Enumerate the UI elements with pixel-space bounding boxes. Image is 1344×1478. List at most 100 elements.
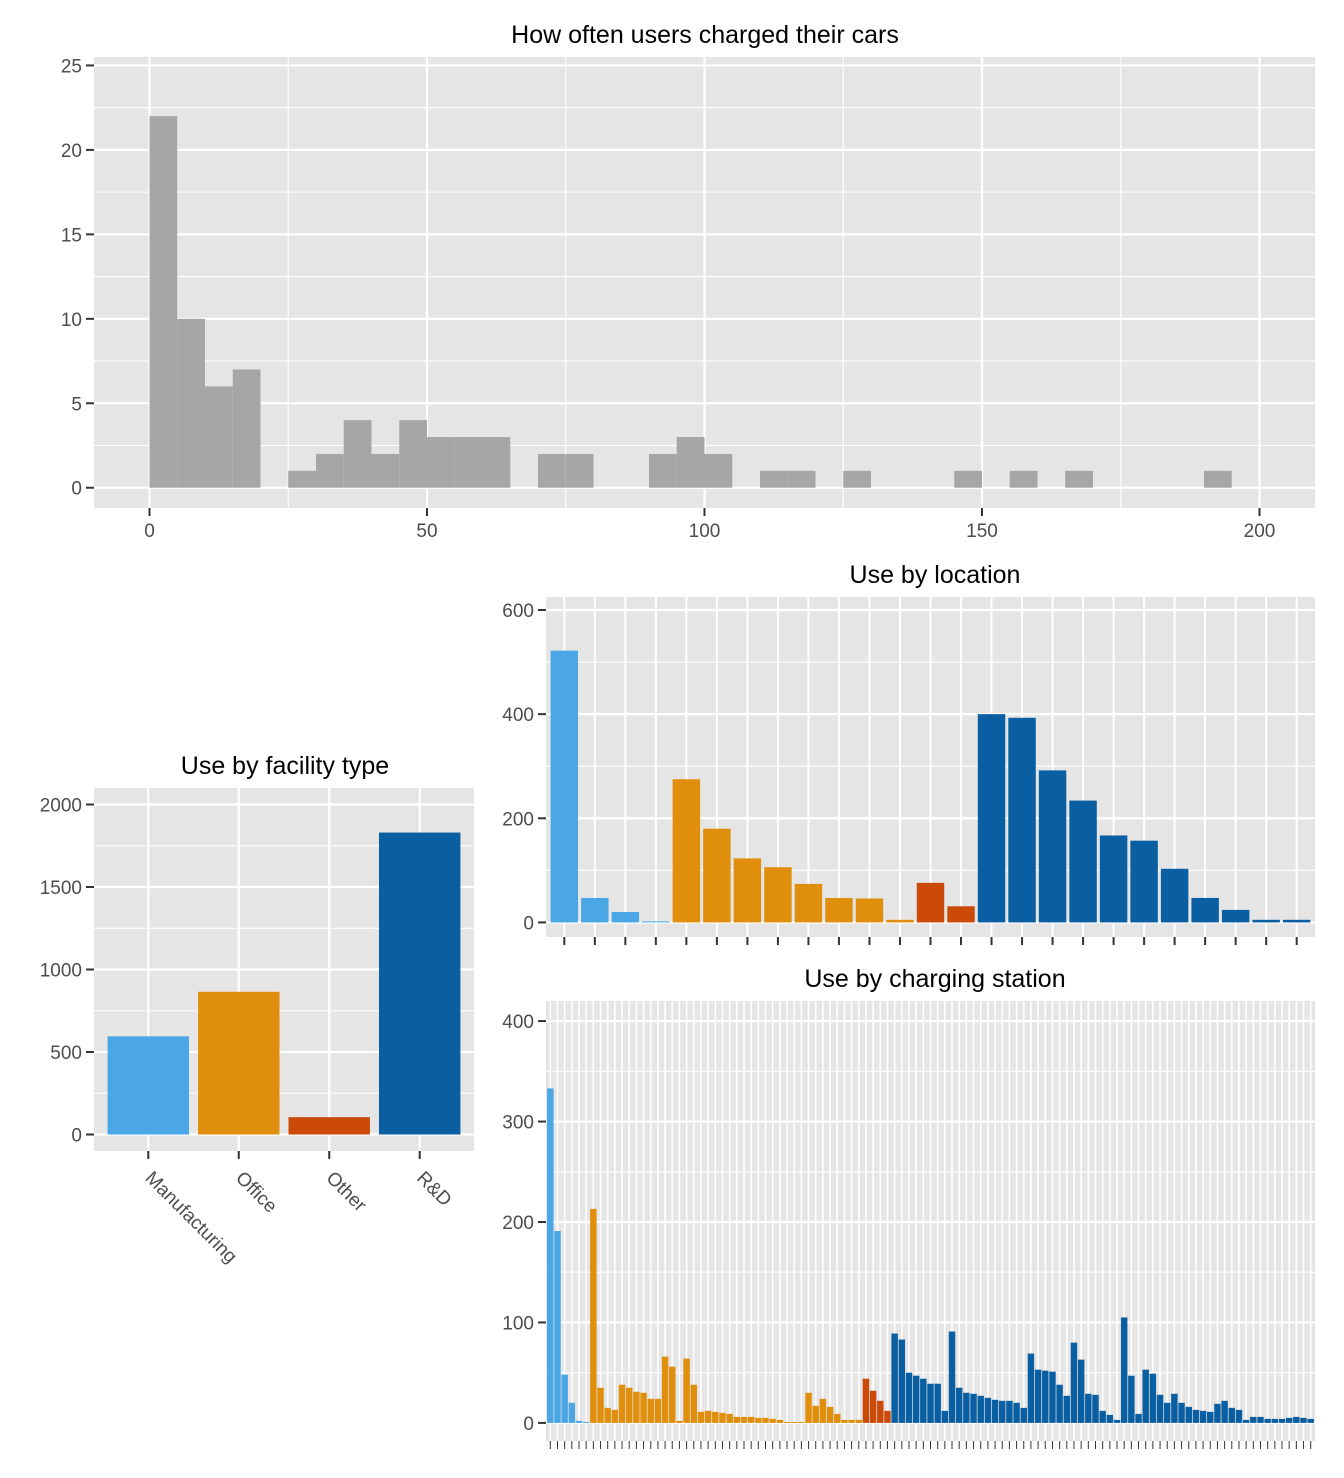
station-bar — [790, 1421, 798, 1423]
facility-bar — [198, 991, 280, 1135]
location-bar — [1252, 919, 1280, 923]
facility-bar — [379, 832, 461, 1135]
station-bar — [776, 1419, 784, 1423]
hist-bar — [316, 453, 344, 488]
facility-y-tick-label: 1000 — [40, 961, 82, 982]
station-bar — [1228, 1407, 1236, 1423]
hist-bar — [954, 470, 982, 488]
hist-y-tick-label: 0 — [71, 479, 82, 500]
station-bar — [676, 1420, 683, 1423]
station-bar — [898, 1339, 906, 1423]
location-bar — [1099, 835, 1128, 923]
hist-bar — [565, 453, 594, 488]
location-bar — [672, 779, 701, 923]
station-bar — [1278, 1418, 1286, 1423]
hist-bar — [343, 420, 372, 488]
station-bar — [1242, 1419, 1250, 1423]
station-bar — [762, 1417, 769, 1423]
facility-bar — [107, 1036, 189, 1135]
station-bar — [618, 1384, 626, 1423]
station-y-tick-label: 100 — [502, 1313, 534, 1334]
hist-y-tick-label: 15 — [61, 225, 82, 246]
location-bar — [1069, 800, 1097, 923]
hist-y-tick-label: 25 — [61, 56, 82, 77]
station-bar — [697, 1411, 705, 1423]
hist-y-tick-label: 20 — [61, 141, 82, 162]
hist-x-tick-label: 200 — [1244, 521, 1276, 542]
station-bar — [640, 1392, 647, 1423]
station-bar — [661, 1356, 669, 1423]
location-bar — [1282, 919, 1311, 923]
station-bar — [1271, 1418, 1279, 1423]
station-y-tick-label: 0 — [523, 1414, 534, 1435]
hist-bar — [288, 470, 316, 488]
hist-bar — [787, 470, 816, 488]
station-bar — [1185, 1406, 1192, 1423]
station-bar — [1092, 1394, 1099, 1423]
location-bar — [764, 867, 792, 923]
station-bar — [747, 1416, 755, 1423]
hist-bar — [399, 420, 427, 488]
station-bar — [984, 1397, 992, 1423]
hist-title: How often users charged their cars — [511, 21, 899, 49]
station-bar — [1199, 1410, 1207, 1423]
station-bar — [955, 1387, 963, 1423]
facility-title: Use by facility type — [181, 752, 389, 780]
station-bar — [1013, 1402, 1020, 1423]
station-bar — [633, 1391, 640, 1423]
station-bar — [1285, 1417, 1293, 1423]
facility-bar — [288, 1117, 370, 1135]
facility-y-tick-label: 2000 — [40, 796, 82, 817]
station-bar — [798, 1421, 805, 1423]
station-bar — [1178, 1402, 1185, 1423]
hist-bar — [843, 470, 871, 488]
location-bar — [977, 714, 1006, 923]
station-bar — [561, 1374, 568, 1423]
hist-bar — [232, 369, 261, 488]
location-title: Use by location — [850, 561, 1021, 589]
hist-bar — [1065, 470, 1093, 488]
station-bar — [1042, 1370, 1049, 1423]
location-bar — [1130, 840, 1158, 923]
station-bar — [877, 1400, 884, 1423]
station-bar — [869, 1390, 877, 1423]
station-title: Use by charging station — [804, 965, 1065, 993]
station-bar — [977, 1395, 984, 1423]
station-bar — [1085, 1393, 1092, 1423]
station-bar — [1221, 1400, 1228, 1423]
station-bar — [769, 1418, 776, 1423]
station-bar — [1034, 1369, 1042, 1423]
facility-x-tick-label: Other — [322, 1168, 371, 1217]
location-bar — [825, 897, 853, 923]
hist-y-tick-label: 10 — [61, 310, 82, 331]
station-bar — [1307, 1418, 1314, 1423]
location-y-tick-label: 200 — [502, 809, 534, 830]
station-bar — [1300, 1417, 1307, 1423]
station-bar — [597, 1387, 604, 1423]
station-bar — [590, 1208, 597, 1423]
hist-x-tick-label: 0 — [144, 521, 155, 542]
location-bar — [855, 898, 884, 923]
facility-y-tick-label: 0 — [71, 1126, 82, 1147]
hist-x-tick-label: 50 — [416, 521, 437, 542]
location-bar — [1008, 717, 1036, 923]
hist-x-tick-label: 100 — [689, 521, 721, 542]
station-bar — [1257, 1416, 1264, 1423]
station-bar — [862, 1378, 870, 1423]
station-bar — [1063, 1395, 1071, 1423]
station-bar — [970, 1393, 977, 1423]
location-y-tick-label: 400 — [502, 705, 534, 726]
hist-y-tick-label: 5 — [71, 394, 82, 415]
station-bar — [1192, 1409, 1200, 1423]
station-bar — [834, 1413, 841, 1423]
station-bar — [1049, 1371, 1056, 1423]
station-bar — [568, 1402, 576, 1423]
location-bar — [1221, 909, 1250, 923]
station-bar — [1235, 1409, 1243, 1423]
station-bar — [1214, 1403, 1221, 1423]
station-bar — [690, 1384, 698, 1423]
station-bar — [1293, 1416, 1300, 1423]
facility-y-tick-label: 1500 — [40, 878, 82, 899]
